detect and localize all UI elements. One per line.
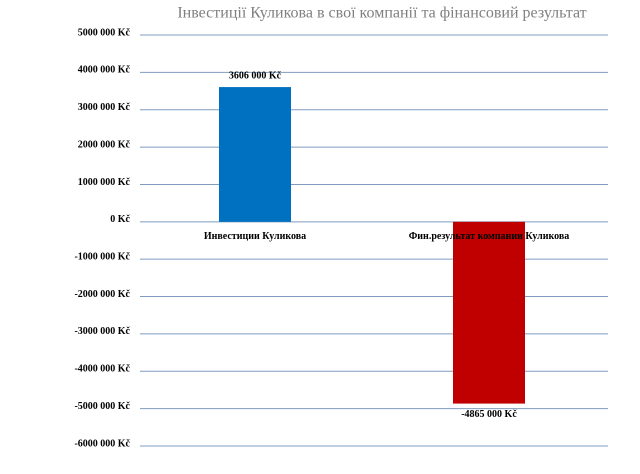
y-tick-label: -1000 000 Kč xyxy=(74,251,130,262)
value-label: -4865 000 Kč xyxy=(461,409,517,420)
y-tick-label: 2000 000 Kč xyxy=(78,139,131,150)
y-tick-label: -2000 000 Kč xyxy=(74,289,130,300)
y-tick-label: -6000 000 Kč xyxy=(74,438,130,449)
y-tick-label: -5000 000 Kč xyxy=(74,401,130,412)
bar xyxy=(453,221,525,404)
y-tick-label: -4000 000 Kč xyxy=(74,364,130,375)
y-tick-label: 3000 000 Kč xyxy=(78,102,131,113)
bar xyxy=(219,87,291,222)
y-tick-label: 5000 000 Kč xyxy=(78,27,131,38)
y-tick-label: 4000 000 Kč xyxy=(78,65,131,76)
value-label: 3606 000 Kč xyxy=(229,70,282,81)
y-tick-label: -3000 000 Kč xyxy=(74,326,130,337)
x-tick-label: Инвестиции Куликова xyxy=(204,231,306,242)
chart-title: Інвестиції Куликова в свої компанії та ф… xyxy=(177,5,586,22)
y-tick-label: 0 Kč xyxy=(110,214,130,225)
x-tick-label: Фин.результат компании Куликова xyxy=(409,231,570,242)
y-tick-label: 1000 000 Kč xyxy=(78,177,131,188)
